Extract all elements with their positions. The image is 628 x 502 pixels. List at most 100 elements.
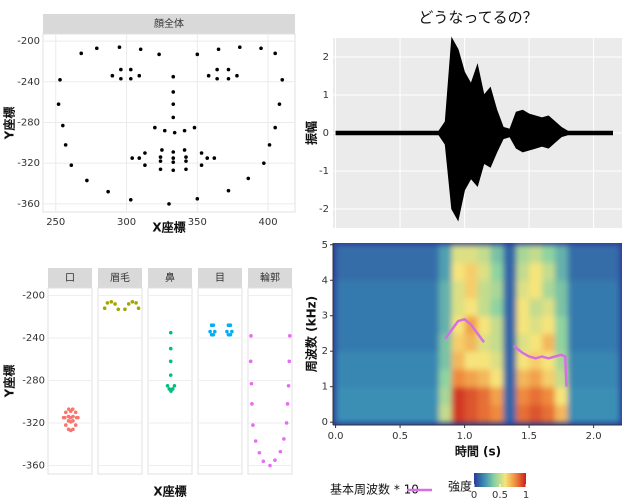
heatmap-cell: [606, 315, 621, 335]
heatmap-cell: [335, 297, 350, 317]
point: [226, 332, 231, 337]
heatmap-cell: [477, 262, 492, 281]
heatmap-cell: [361, 280, 375, 299]
x-tick-label: 0.5: [392, 431, 408, 442]
point: [268, 463, 272, 468]
x-tick-label: 0.0: [328, 431, 344, 442]
point: [73, 423, 78, 427]
heatmap-cell: [412, 262, 427, 281]
x-axis-label: 時間 (s): [455, 444, 501, 459]
point: [162, 128, 167, 133]
waveform-upper: [335, 36, 613, 132]
heatmap-cell: [400, 297, 414, 317]
point: [249, 381, 254, 386]
heatmap-cell: [567, 244, 582, 264]
heatmap-cell: [567, 368, 582, 388]
heatmap-cell: [451, 404, 466, 423]
point: [226, 188, 231, 193]
point: [215, 67, 219, 72]
heatmap-cell: [542, 244, 556, 264]
point: [259, 46, 263, 51]
heatmap-cell: [348, 244, 362, 264]
heatmap-cell: [542, 315, 556, 335]
point: [257, 450, 262, 455]
y-tick-label: -200: [22, 290, 45, 301]
heatmap-cell: [412, 404, 427, 423]
point: [171, 102, 176, 106]
heatmap-cell: [503, 368, 517, 388]
heatmap-cell: [593, 262, 608, 281]
heatmap-cell: [567, 315, 582, 335]
colorbar: [474, 473, 526, 487]
heatmap-cell: [477, 351, 492, 370]
heatmap-cell: [374, 244, 388, 264]
point: [73, 410, 78, 415]
panel: [147, 287, 193, 475]
heatmap-cell: [348, 386, 362, 406]
heatmap-cell: [503, 404, 517, 423]
heatmap-cell: [438, 244, 453, 264]
heatmap-cell: [490, 297, 504, 317]
heatmap-cell: [451, 297, 466, 317]
heatmap-cell: [412, 333, 427, 352]
heatmap-cell: [412, 280, 427, 299]
heatmap-cell: [580, 386, 595, 406]
heatmap-cell: [567, 386, 582, 406]
y-tick-label: 2: [323, 52, 329, 63]
heatmap-cell: [412, 386, 427, 406]
point: [253, 439, 258, 443]
heatmap-cell: [567, 333, 582, 352]
heatmap-cell: [387, 333, 401, 352]
heatmap-cell: [361, 315, 375, 335]
y-tick-label: -1: [319, 166, 329, 177]
heatmap-cell: [580, 368, 595, 388]
heatmap-cell: [529, 262, 543, 281]
heatmap-cell: [374, 280, 388, 299]
x-tick-label: 2.0: [586, 431, 602, 442]
colorbar-tick-label: 0: [471, 490, 477, 501]
heatmap-cell: [425, 404, 440, 423]
point: [71, 414, 75, 419]
heatmap-cell: [542, 351, 556, 370]
point: [251, 423, 255, 427]
point: [119, 76, 123, 81]
point: [182, 148, 187, 152]
heatmap-cell: [425, 333, 440, 352]
heatmap-cell: [348, 404, 362, 423]
heatmap-cell: [516, 280, 530, 299]
heatmap-cell: [542, 280, 556, 299]
point: [171, 150, 176, 154]
point: [267, 143, 272, 147]
point: [206, 73, 211, 78]
point: [182, 128, 187, 133]
heatmap-cell: [374, 333, 388, 352]
x-tick-label: 250: [46, 217, 65, 228]
point: [171, 156, 176, 160]
point: [137, 73, 142, 78]
point: [212, 156, 217, 160]
y-tick-label: -320: [17, 158, 40, 169]
x-axis-label: X座標: [153, 484, 186, 499]
point: [287, 334, 292, 338]
y-axis-label: 周波数 (kHz): [304, 296, 319, 372]
heatmap-cell: [554, 404, 569, 423]
heatmap-cell: [593, 244, 608, 264]
point: [63, 415, 67, 420]
y-tick-label: 0: [322, 417, 328, 428]
y-tick-label: -320: [22, 418, 45, 429]
heatmap-cell: [503, 386, 517, 406]
heatmap-cell: [593, 297, 608, 317]
heatmap-cell: [387, 297, 401, 317]
heatmap-cell: [567, 280, 582, 299]
point: [109, 300, 114, 304]
heatmap-cell: [477, 368, 492, 388]
point: [168, 346, 173, 351]
heatmap-cell: [412, 244, 427, 264]
point: [119, 67, 123, 72]
point: [205, 156, 210, 160]
heatmap-cell: [361, 386, 375, 406]
heatmap-cell: [400, 244, 414, 264]
point: [216, 47, 221, 52]
heatmap-cell: [387, 280, 401, 299]
heatmap-cell: [503, 297, 517, 317]
